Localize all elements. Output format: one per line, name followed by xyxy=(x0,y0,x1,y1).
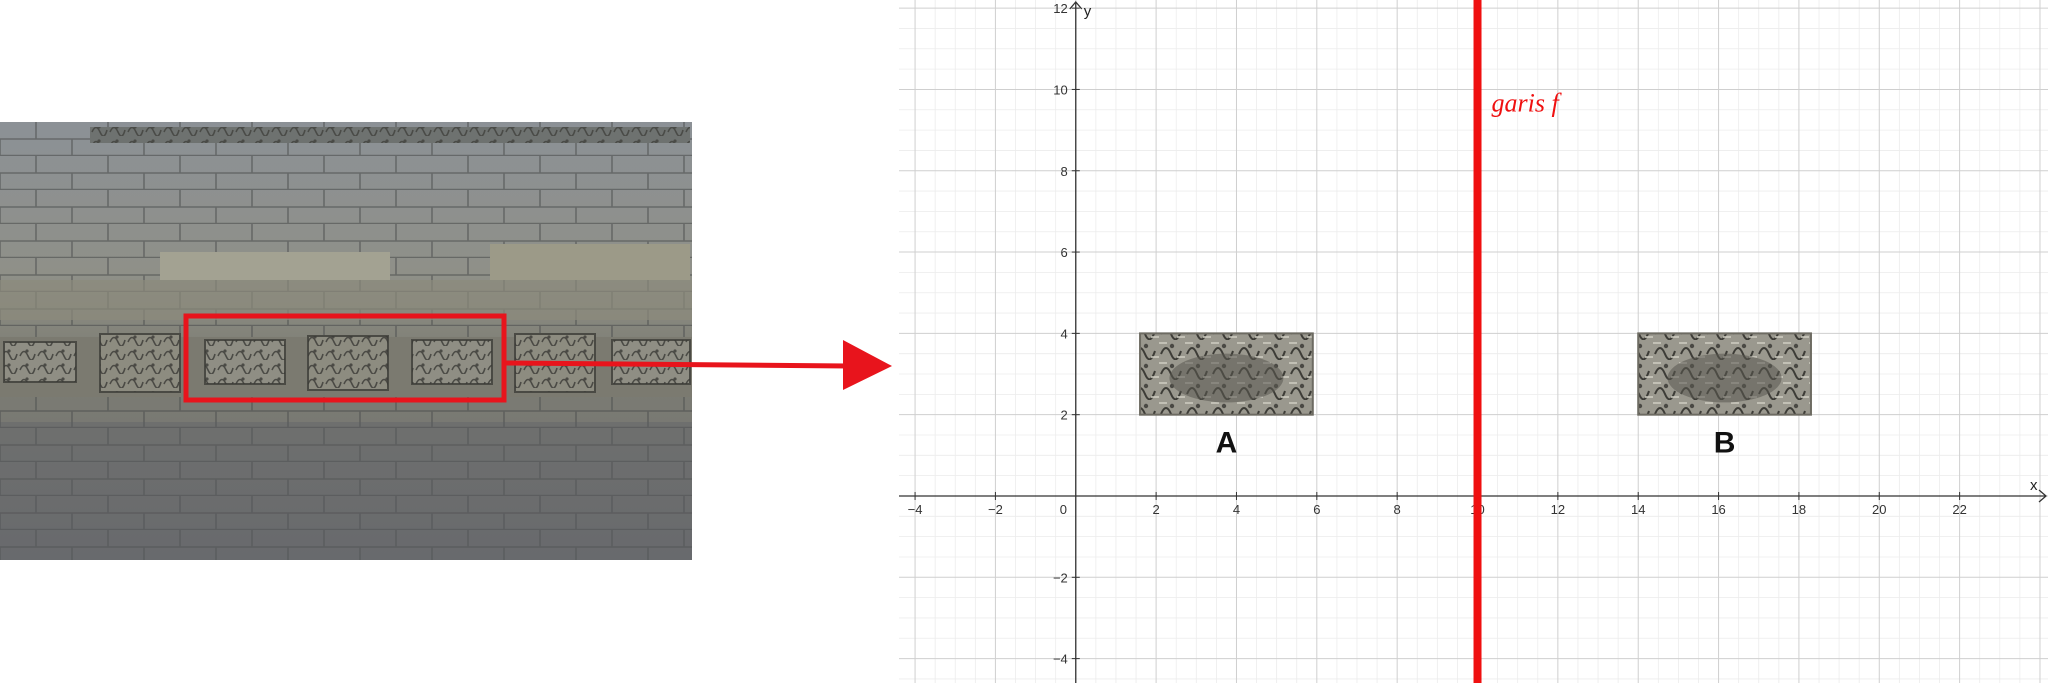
relief-image-a xyxy=(1139,332,1314,416)
y-tick-label: −2 xyxy=(1053,570,1068,585)
minor-grid xyxy=(899,0,2048,683)
x-tick-label: 16 xyxy=(1711,502,1725,517)
y-tick-label: 10 xyxy=(1053,82,1067,97)
y-tick-label: 2 xyxy=(1061,408,1068,423)
y-tick-label: −4 xyxy=(1053,652,1068,667)
y-tick-label: 6 xyxy=(1061,245,1068,260)
major-grid xyxy=(899,0,2048,683)
y-tick-labels: −4 −2 2 4 6 8 10 12 xyxy=(1053,1,1080,667)
axes: x y 0 xyxy=(899,1,2047,683)
x-tick-label: 12 xyxy=(1551,502,1565,517)
x-tick-label: −4 xyxy=(908,502,923,517)
x-tick-label: 20 xyxy=(1872,502,1886,517)
x-tick-label: 4 xyxy=(1233,502,1240,517)
y-axis-arrow xyxy=(1069,1,1083,10)
relief-image-b xyxy=(1637,332,1812,416)
x-tick-label: 14 xyxy=(1631,502,1645,517)
relief-a-figure xyxy=(1169,353,1284,403)
y-tick-label: 8 xyxy=(1061,164,1068,179)
x-tick-label: 2 xyxy=(1153,502,1160,517)
coordinate-plane: x y 0 −4−2246810121416182022 −4−22468101… xyxy=(899,0,2048,683)
x-tick-label: −2 xyxy=(988,502,1003,517)
x-axis-arrow xyxy=(2038,489,2047,503)
x-tick-label: 18 xyxy=(1792,502,1806,517)
label-a: A xyxy=(1216,427,1238,460)
arrow-head xyxy=(843,340,892,390)
y-axis-name: y xyxy=(1084,3,1092,20)
relief-b-figure xyxy=(1667,353,1782,403)
x-tick-label: 8 xyxy=(1394,502,1401,517)
y-tick-label: 4 xyxy=(1061,326,1068,341)
label-b: B xyxy=(1714,427,1736,460)
temple-wall-photo xyxy=(0,122,692,560)
line-f-label: garis f xyxy=(1492,88,1563,117)
x-axis-name: x xyxy=(2030,477,2038,494)
x-tick-label: 6 xyxy=(1313,502,1320,517)
relief-highlight-box xyxy=(183,313,507,403)
x-tick-label: 22 xyxy=(1952,502,1966,517)
origin-tick-label: 0 xyxy=(1060,502,1067,517)
y-tick-label: 12 xyxy=(1053,1,1067,16)
